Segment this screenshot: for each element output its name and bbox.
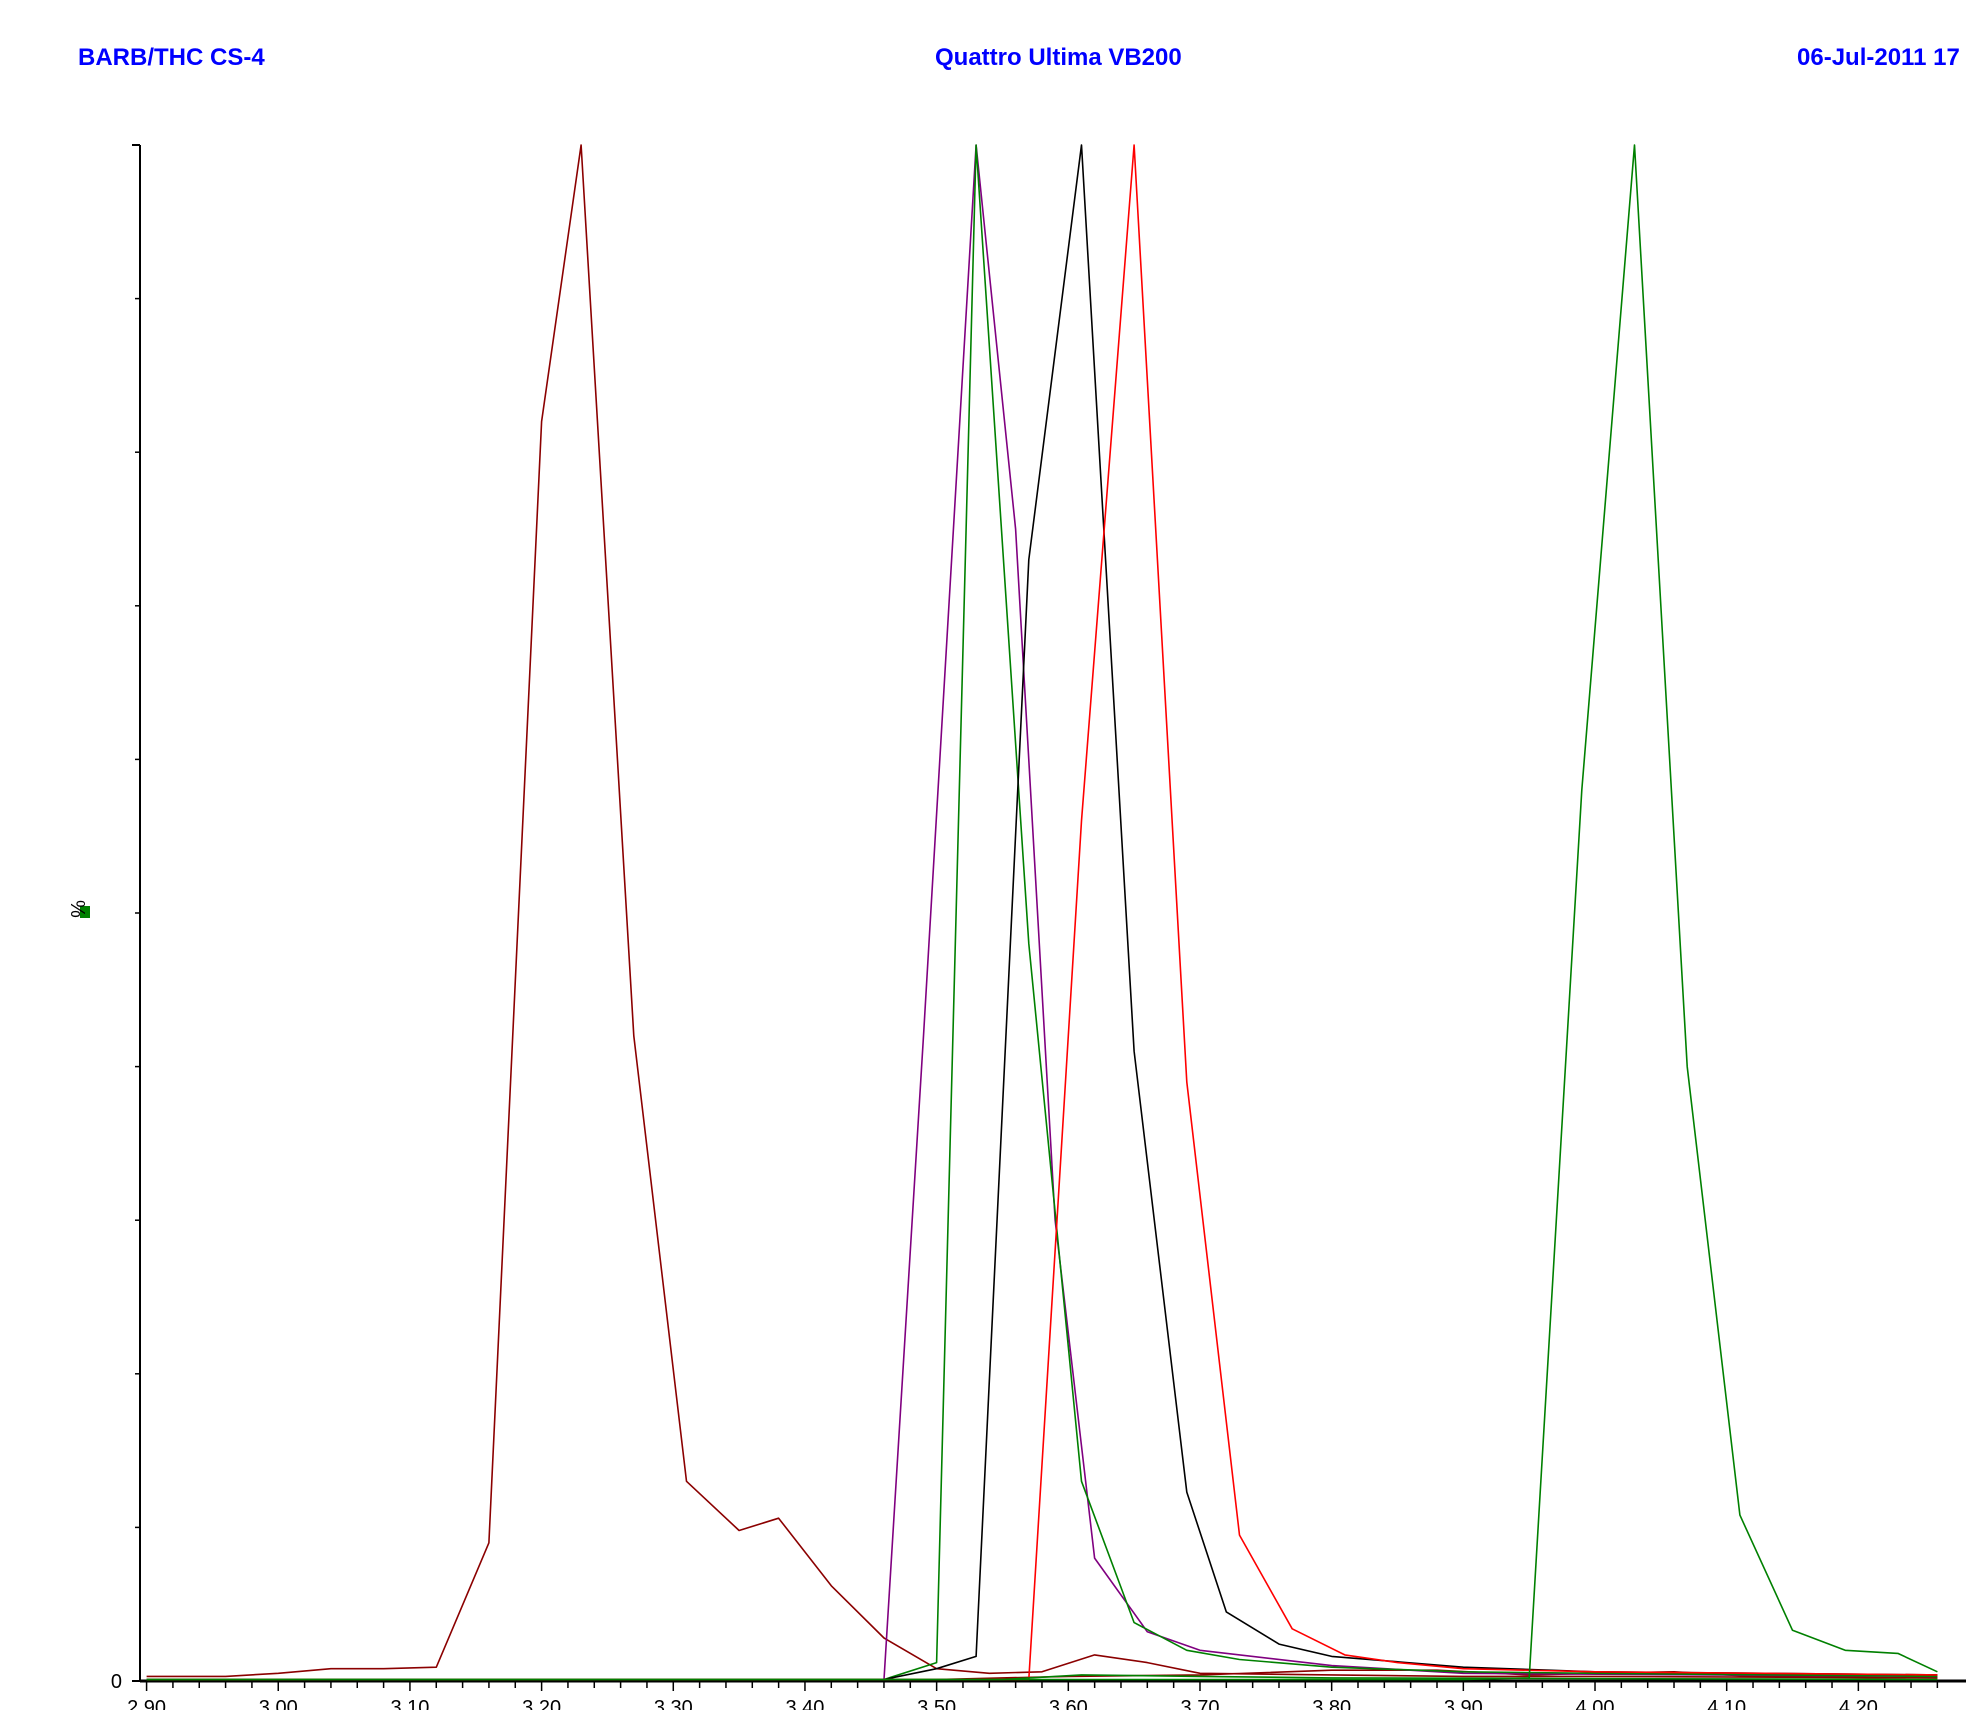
- chart-axes: [132, 144, 1966, 1691]
- x-tick-label: 3.70: [1181, 1697, 1220, 1710]
- x-tick-label: 4.20: [1839, 1697, 1878, 1710]
- x-tick-label: 3.10: [390, 1697, 429, 1710]
- x-tick-label: 3.00: [259, 1697, 298, 1710]
- x-tick-label: 3.80: [1312, 1697, 1351, 1710]
- y-tick-label: 0: [111, 1671, 122, 1693]
- trace-5: [146, 144, 1938, 1681]
- x-tick-label: 2.90: [127, 1697, 166, 1710]
- x-tick-label: 3.20: [522, 1697, 561, 1710]
- y-axis-label: %: [66, 898, 118, 928]
- x-tick-label: 4.00: [1576, 1697, 1615, 1710]
- trace-color-marker: [80, 906, 90, 918]
- x-tick-label: 3.50: [917, 1697, 956, 1710]
- x-tick-label: 4.10: [1707, 1697, 1746, 1710]
- instrument-title: Quattro Ultima VB200: [935, 44, 1182, 71]
- trace-4: [146, 144, 1938, 1681]
- chart-traces: [146, 144, 1938, 1681]
- trace-7: [146, 144, 1938, 1681]
- trace-8: [146, 1674, 1938, 1681]
- acquisition-date: 06-Jul-2011 17: [1797, 44, 1960, 71]
- x-tick-label: 3.60: [1049, 1697, 1088, 1710]
- x-tick-label: 3.40: [785, 1697, 824, 1710]
- sample-title: BARB/THC CS-4: [78, 44, 265, 71]
- chart-tick-labels: 2.90 3.00 3.10 3.20 3.30 3.40 3.50 3.60 3.70 3.80…: [111, 1671, 1878, 1710]
- trace-6: [146, 144, 1938, 1681]
- trace-3: [146, 144, 1938, 1681]
- trace-1: [146, 144, 1938, 1679]
- x-tick-label: 3.90: [1444, 1697, 1483, 1710]
- x-tick-label: 3.30: [654, 1697, 693, 1710]
